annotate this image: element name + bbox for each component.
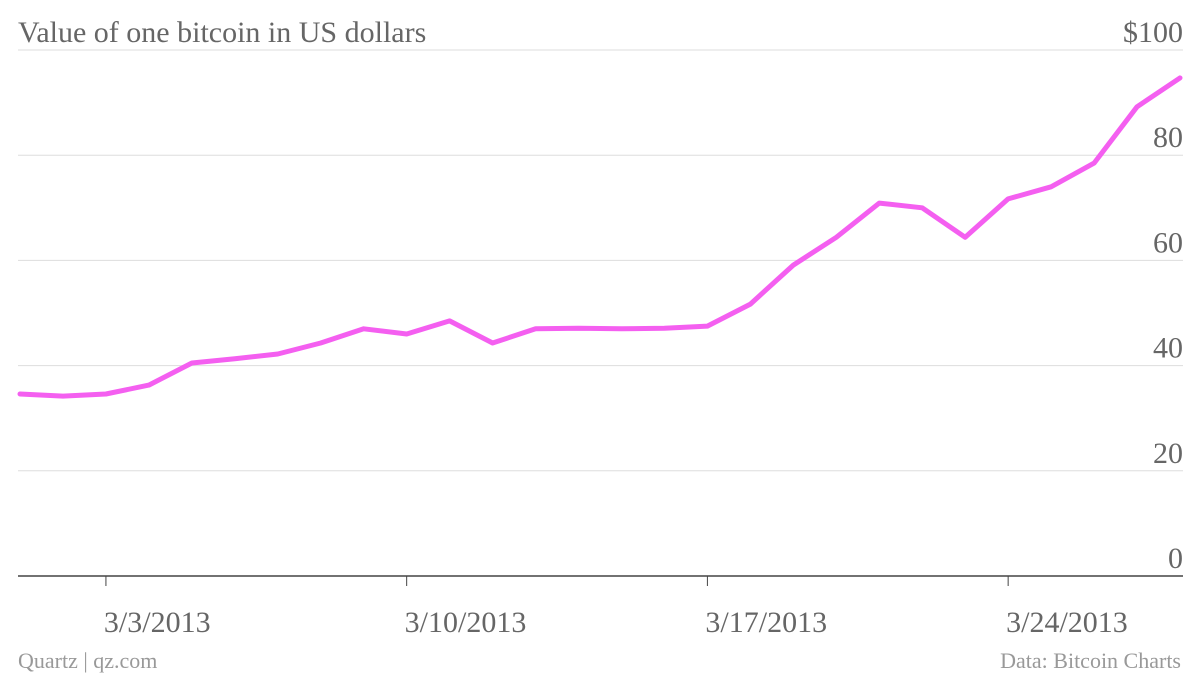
x-tick-label: 3/3/2013 — [104, 606, 211, 639]
x-tick-label: 3/17/2013 — [705, 606, 827, 639]
x-tick-label: 3/24/2013 — [1006, 606, 1128, 639]
source-left: Quartz | qz.com — [18, 648, 157, 673]
source-right: Data: Bitcoin Charts — [1000, 648, 1181, 673]
y-tick-label: 20 — [1153, 437, 1183, 470]
y-tick-label: 0 — [1168, 542, 1183, 575]
y-tick-label: 80 — [1153, 121, 1183, 154]
y-tick-label: 60 — [1153, 226, 1183, 259]
y-tick-label: 40 — [1153, 332, 1183, 365]
x-tick-label: 3/10/2013 — [405, 606, 527, 639]
chart-title: Value of one bitcoin in US dollars — [18, 16, 426, 49]
y-tick-label: $100 — [1123, 16, 1183, 49]
line — [17, 75, 1183, 399]
